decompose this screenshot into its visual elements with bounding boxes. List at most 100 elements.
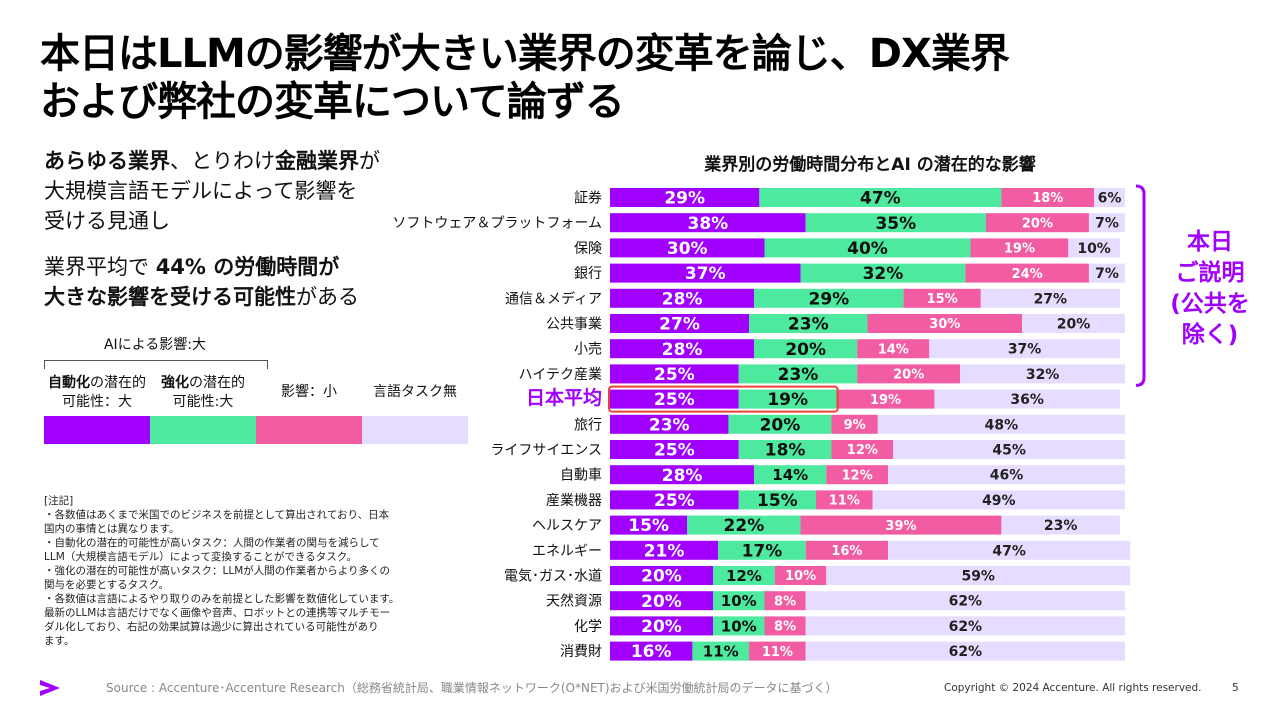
legend-label-augmentation-rest: の潜在的 — [189, 375, 245, 391]
data-label-low-impact: 8% — [774, 594, 796, 609]
data-label-automation: 30% — [667, 239, 708, 259]
data-label-automation: 28% — [662, 289, 703, 309]
data-label-no-language-task: 62% — [949, 644, 983, 660]
note-line: ・強化の潜在的可能性が高いタスク：LLMが人間の作業者からより多くの — [44, 565, 391, 577]
data-label-augmentation: 35% — [875, 214, 916, 234]
bar-augmentation — [713, 591, 765, 611]
legend-swatch-augmentation — [150, 416, 256, 444]
data-label-augmentation: 17% — [742, 541, 783, 561]
bar-no-language-task — [805, 616, 1125, 636]
bar-augmentation — [764, 238, 971, 258]
bar-no-language-task — [980, 288, 1120, 308]
legend-label-augmentation-line2: 可能性:大 — [172, 394, 234, 410]
data-label-low-impact: 12% — [847, 443, 878, 458]
legend-swatch-low — [256, 416, 362, 444]
data-label-no-language-task: 32% — [1026, 367, 1060, 383]
category-label: 自動車 — [560, 467, 602, 484]
intro-text-1: 、とりわけ — [170, 149, 275, 173]
side-label: 本日 ご説明 (公共を 除く) — [1160, 227, 1260, 351]
bar-augmentation — [687, 515, 801, 535]
data-label-low-impact: 24% — [1012, 267, 1043, 282]
data-label-low-impact: 12% — [842, 468, 873, 483]
bar-augmentation — [713, 566, 775, 585]
data-label-automation: 37% — [685, 264, 726, 284]
data-label-low-impact: 39% — [885, 519, 916, 534]
bar-automation — [610, 339, 755, 359]
bar-augmentation — [738, 364, 858, 384]
note-line: ・自動化の潜在的可能性が高いタスク：人間の作業者の関与を減らして — [44, 537, 380, 549]
bar-augmentation — [738, 389, 837, 409]
category-label: 消費財 — [560, 644, 602, 660]
category-label: 保険 — [574, 241, 602, 257]
bar-no-language-task — [1001, 515, 1120, 535]
bar-automation — [610, 288, 755, 308]
category-label: 日本平均 — [526, 386, 602, 409]
intro-bold-1: あらゆる業界 — [44, 149, 170, 173]
data-label-automation: 20% — [641, 592, 682, 612]
note-line: ます。 — [44, 635, 75, 647]
legend-labels: 自動化の潜在的 可能性：大 強化の潜在的 可能性:大 影響：小 言語タスク無 — [44, 374, 469, 414]
legend-label-automation-bold: 自動化 — [48, 375, 90, 391]
bar-no-language-task — [877, 414, 1125, 434]
data-label-augmentation: 29% — [809, 289, 850, 309]
data-label-low-impact: 10% — [785, 569, 816, 584]
side-label-line: 本日 — [1187, 229, 1233, 255]
accenture-logo-icon — [40, 680, 60, 696]
highlight-box — [608, 385, 839, 413]
bar-automation — [610, 414, 729, 434]
page-number: 5 — [1232, 682, 1239, 694]
data-label-augmentation: 40% — [847, 239, 888, 259]
bar-augmentation — [759, 188, 1002, 207]
data-label-augmentation: 12% — [726, 567, 762, 585]
bar-automation — [610, 389, 739, 409]
data-label-no-language-task: 7% — [1095, 216, 1119, 232]
data-label-low-impact: 16% — [831, 544, 862, 559]
bar-augmentation — [754, 288, 904, 308]
bar-low-impact — [857, 364, 961, 384]
bar-no-language-task — [805, 641, 1125, 661]
bar-low-impact — [816, 490, 873, 510]
intro-text-2: が — [359, 149, 380, 173]
category-label: ハイテク産業 — [519, 367, 602, 383]
legend-bracket — [44, 360, 268, 369]
side-label-line: 除く) — [1181, 322, 1239, 348]
bar-augmentation — [738, 490, 816, 510]
data-label-automation: 25% — [654, 441, 695, 461]
data-label-automation: 21% — [644, 541, 685, 561]
bar-automation — [610, 616, 713, 636]
data-label-automation: 38% — [687, 214, 728, 234]
data-label-low-impact: 19% — [1004, 242, 1035, 257]
data-label-augmentation: 10% — [721, 592, 757, 610]
bar-augmentation — [728, 414, 832, 434]
data-label-no-language-task: 49% — [982, 493, 1016, 509]
intro-bold-2: 金融業界 — [275, 149, 359, 173]
bar-low-impact — [800, 515, 1002, 535]
data-label-low-impact: 8% — [774, 620, 796, 635]
legend-label-automation-line2: 可能性：大 — [62, 394, 132, 410]
category-label: エネルギー — [532, 543, 602, 559]
bar-augmentation — [713, 616, 765, 636]
bar-automation — [610, 465, 755, 485]
intro2-bold-2: 大きな影響を受ける可能性 — [44, 285, 296, 309]
bar-no-language-task — [1022, 314, 1125, 333]
category-label: 公共事業 — [546, 317, 602, 333]
category-label: 証券 — [574, 191, 602, 207]
data-label-automation: 25% — [654, 491, 695, 511]
bar-no-language-task — [893, 440, 1125, 459]
bar-no-language-task — [826, 566, 1131, 585]
data-label-low-impact: 20% — [1022, 216, 1053, 231]
data-label-no-language-task: 47% — [992, 543, 1026, 559]
intro-line-2: 大規模言語モデルによって影響を — [44, 179, 358, 203]
bar-no-language-task — [888, 465, 1125, 485]
bar-no-language-task — [1094, 188, 1125, 207]
data-label-no-language-task: 6% — [1098, 191, 1122, 207]
bar-no-language-task — [888, 540, 1131, 560]
data-label-low-impact: 18% — [1032, 191, 1063, 206]
note-line: 関与を必要とするタスク。 — [44, 579, 169, 591]
data-label-automation: 27% — [659, 315, 700, 335]
data-label-low-impact: 11% — [762, 645, 793, 660]
bar-automation — [610, 213, 806, 233]
note-line: ダル化しており、右記の効果試算は過少に算出されている可能性があり — [44, 621, 379, 633]
data-label-automation: 29% — [664, 189, 705, 209]
data-label-augmentation: 22% — [724, 516, 765, 536]
